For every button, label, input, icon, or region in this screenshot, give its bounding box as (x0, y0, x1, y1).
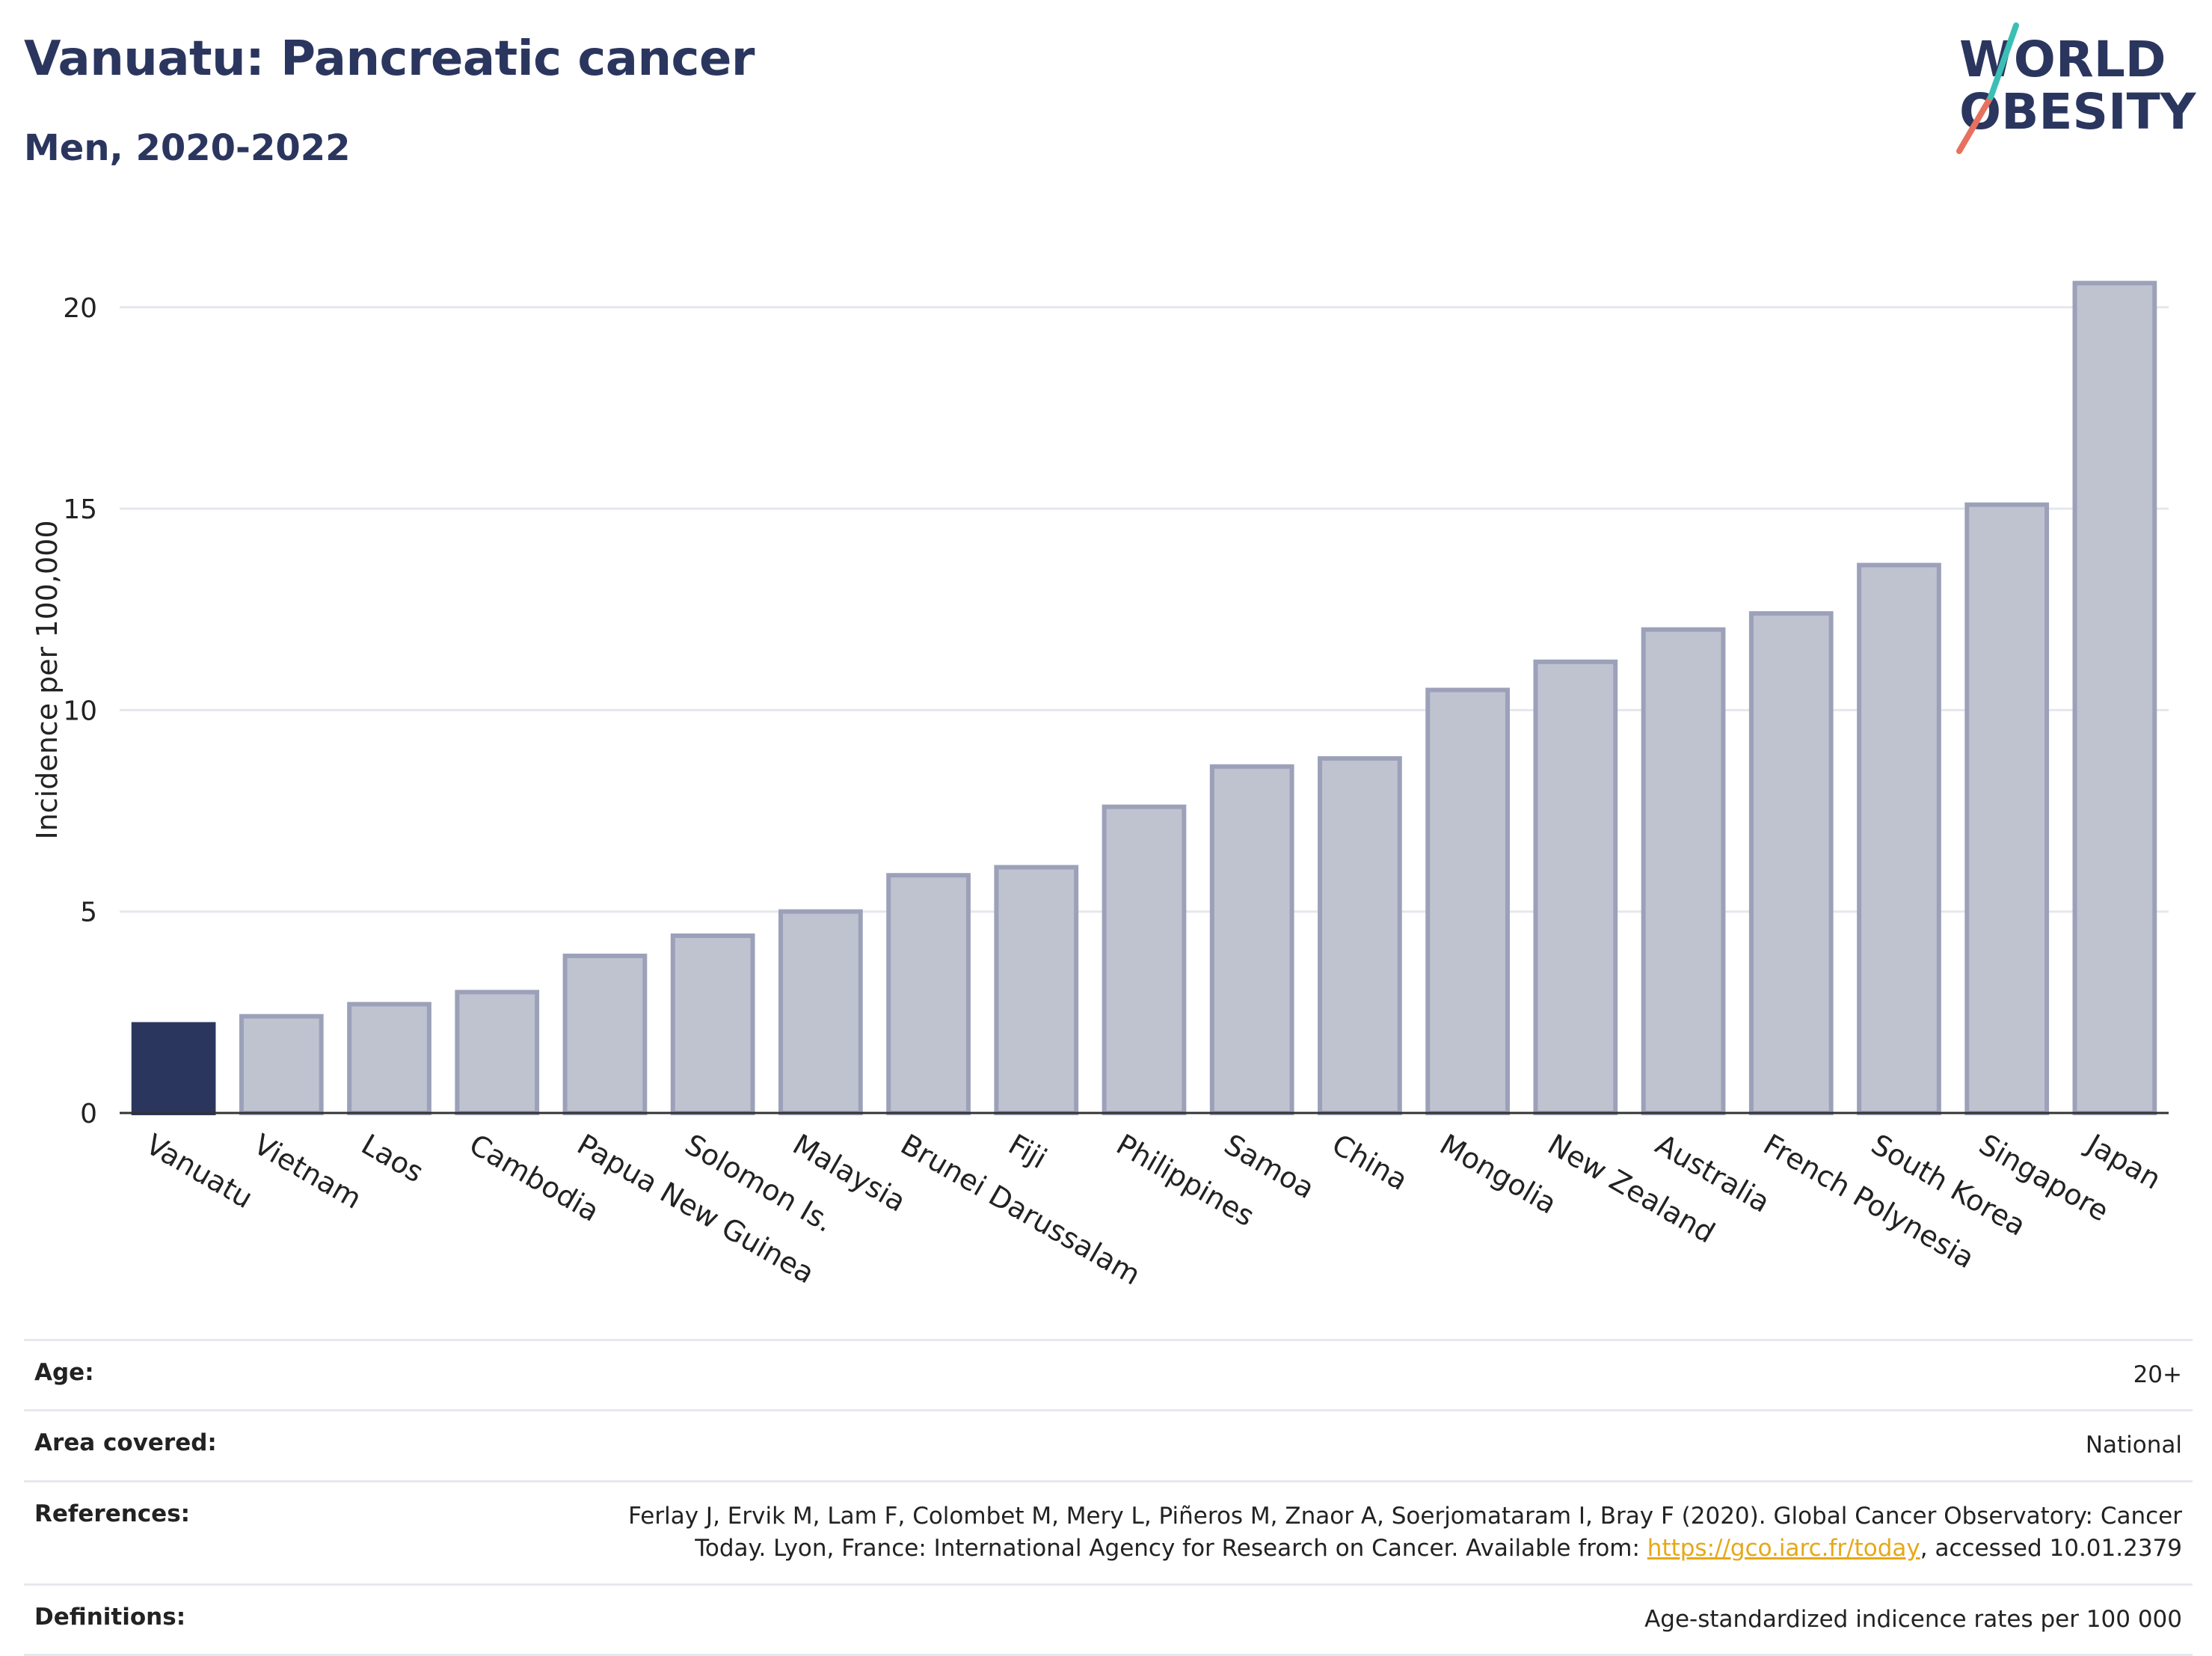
area-label: Area covered: (34, 1429, 217, 1457)
chart-subtitle: Men, 2020-2022 (24, 127, 351, 169)
logo-slash-coral (1956, 94, 1994, 154)
bar-papua-new-guinea (562, 953, 648, 1116)
bar-brunei-darussalam (886, 873, 971, 1115)
bar-philippines (1102, 804, 1187, 1116)
world-obesity-logo: WORLD OBESITY (1956, 22, 2197, 154)
footer-row-area: Area covered: National (24, 1409, 2193, 1479)
logo-line-1: WORLD (1959, 31, 2166, 88)
y-axis-label: Incidence per 100,000 (31, 520, 64, 839)
chart-title: Vanuatu: Pancreatic cancer (24, 31, 755, 87)
y-tick-label: 15 (63, 494, 97, 525)
bar-mongolia (1425, 687, 1510, 1115)
y-tick-label: 20 (63, 293, 97, 324)
bar-south-korea (1857, 562, 1941, 1115)
y-tick-label: 0 (80, 1099, 97, 1129)
bar-laos (347, 1002, 431, 1116)
bar-japan (2072, 280, 2157, 1116)
bars (131, 280, 2157, 1116)
area-value: National (2085, 1432, 2182, 1459)
x-tick-label: Vanuatu (141, 1128, 259, 1215)
y-tick-label: 5 (80, 898, 97, 928)
footer-row-references: References: Ferlay J, Ervik M, Lam F, Co… (24, 1479, 2193, 1583)
footer-row-definitions: Definitions: Age-standardized indicence … (24, 1583, 2193, 1656)
chart-footer: Age: 20+ Area covered: National Referenc… (24, 1339, 2193, 1656)
references-value: Ferlay J, Ervik M, Lam F, Colombet M, Me… (628, 1500, 2182, 1565)
y-tick-label: 10 (63, 696, 97, 726)
references-label: References: (34, 1500, 191, 1527)
age-label: Age: (34, 1359, 94, 1386)
y-axis: 0 5 10 15 20 (63, 293, 97, 1129)
footer-row-age: Age: 20+ (24, 1339, 2193, 1409)
reference-text-2: Today. Lyon, France: International Agenc… (695, 1535, 1647, 1563)
logo-line-2: OBESITY (1959, 83, 2197, 141)
reference-link[interactable]: https://gco.iarc.fr/today (1647, 1535, 1920, 1563)
reference-text-3: , accessed 10.01.2379 (1920, 1535, 2182, 1563)
x-tick-label: Japan (2080, 1127, 2167, 1196)
bar-china (1318, 756, 1402, 1115)
bar-samoa (1209, 764, 1294, 1116)
bar-vanuatu (131, 1022, 216, 1115)
bar-new-zealand (1533, 659, 1618, 1115)
reference-text-1: Ferlay J, Ervik M, Lam F, Colombet M, Me… (628, 1502, 2182, 1530)
definitions-label: Definitions: (34, 1603, 186, 1631)
bar-solomon-is (670, 933, 755, 1115)
x-tick-label: Vietnam (248, 1128, 367, 1215)
age-value: 20+ (2133, 1361, 2182, 1388)
bar-malaysia (778, 909, 863, 1115)
x-tick-label: Laos (356, 1128, 429, 1189)
logo-slash-teal (1988, 22, 2019, 100)
bar-fiji (994, 865, 1079, 1115)
bar-vietnam (239, 1013, 324, 1115)
x-tick-label: China (1327, 1128, 1413, 1197)
bar-french-polynesia (1748, 611, 1834, 1115)
definitions-value: Age-standardized indicence rates per 100… (1644, 1605, 2182, 1633)
x-tick-label: Fiji (1003, 1128, 1052, 1175)
bar-australia (1641, 627, 1726, 1115)
bar-cambodia (455, 990, 540, 1115)
bar-singapore (1964, 502, 2050, 1115)
x-tick-label: Mongolia (1434, 1128, 1562, 1221)
